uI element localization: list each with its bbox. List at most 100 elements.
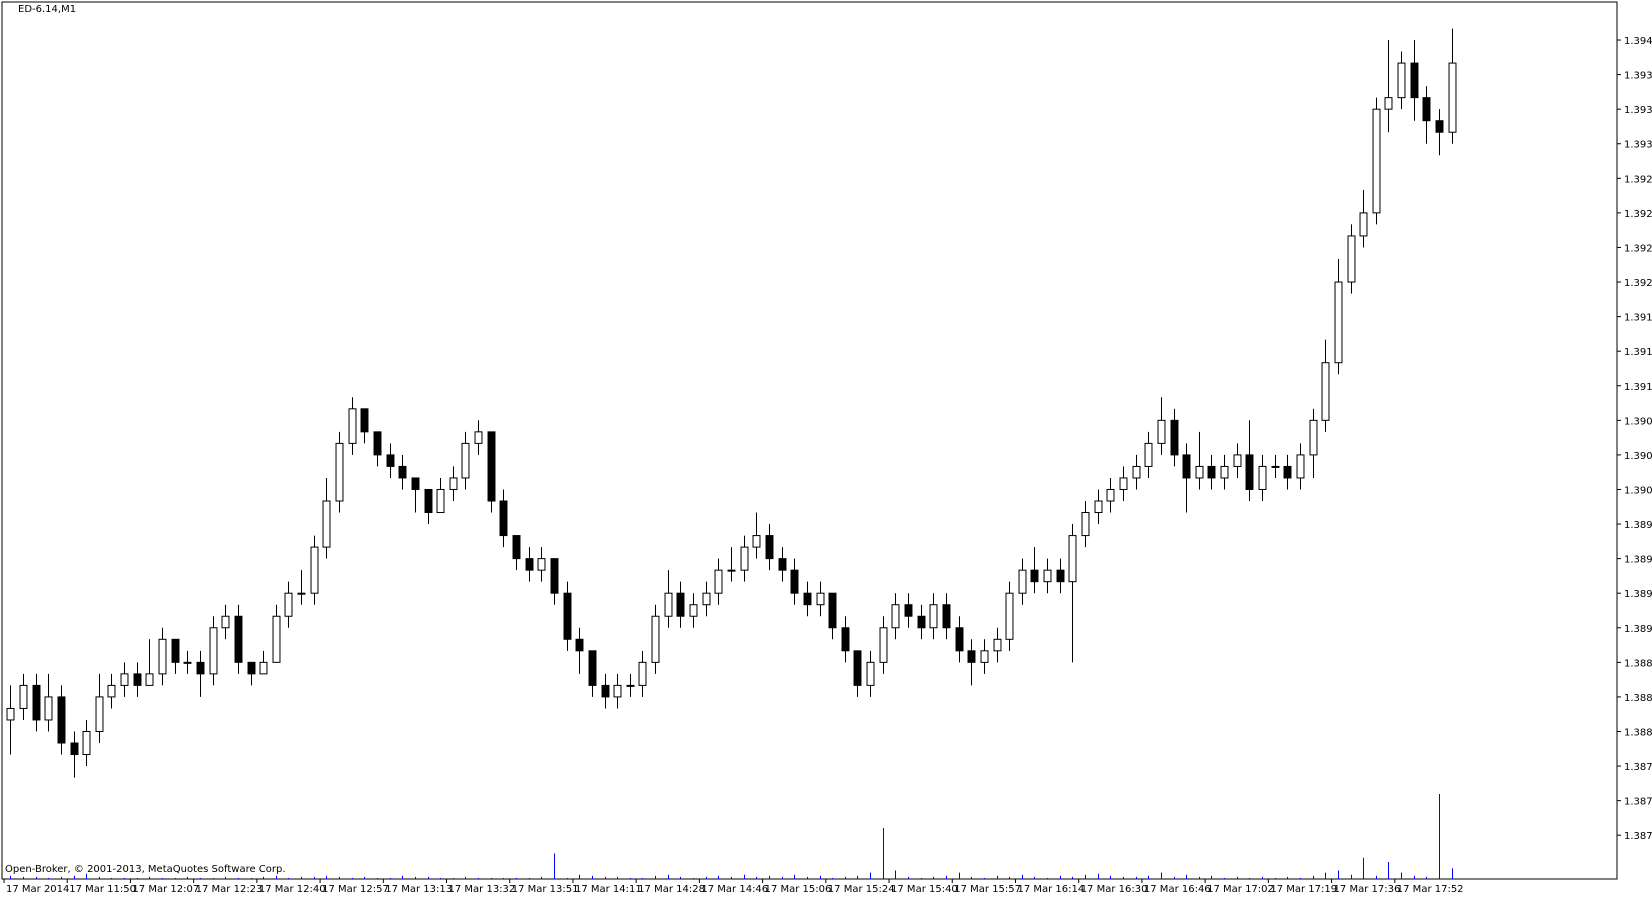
candle-body	[1170, 419, 1179, 456]
y-tick-label: 1.3875	[1624, 797, 1652, 808]
candle-body	[247, 661, 256, 675]
candle-body	[1258, 465, 1267, 490]
candle-body	[1144, 442, 1153, 467]
candle-body	[1207, 465, 1216, 479]
x-tick-label: 17 Mar 16:14	[1017, 884, 1084, 895]
candle-body	[702, 592, 711, 606]
candle-body	[1334, 281, 1343, 364]
candle-body	[1372, 108, 1381, 214]
candle-body	[70, 742, 79, 756]
candle-body	[1283, 465, 1292, 479]
candle-body	[1271, 465, 1280, 468]
candle-body	[664, 592, 673, 617]
candle-body	[1321, 362, 1330, 421]
candle-body	[335, 442, 344, 502]
x-tick-label: 17 Mar 11:50	[69, 884, 136, 895]
candle-body	[1068, 535, 1077, 583]
candle-body	[1094, 500, 1103, 514]
x-tick-label: 17 Mar 15:57	[954, 884, 1021, 895]
candle-body	[449, 477, 458, 490]
candle-body	[550, 558, 559, 594]
candle-body	[360, 408, 369, 433]
candle-body	[588, 650, 597, 686]
candle-body	[1132, 465, 1141, 479]
candle-body	[398, 465, 407, 479]
candle-body	[512, 535, 521, 560]
y-tick-label: 1.3935	[1624, 105, 1652, 116]
y-tick-label: 1.3884	[1624, 693, 1652, 704]
candle-body	[790, 569, 799, 594]
candle-body	[803, 592, 812, 606]
candle-body	[284, 592, 293, 617]
candle-body	[575, 638, 584, 652]
y-tick-label: 1.3932	[1624, 140, 1652, 151]
y-tick-label: 1.3896	[1624, 555, 1652, 566]
candle-body	[1157, 419, 1166, 444]
candle-body	[57, 696, 66, 744]
candle-body	[272, 615, 281, 663]
candle-body	[120, 673, 129, 686]
candle-body	[955, 627, 964, 652]
candle-body	[676, 592, 685, 617]
x-tick-label: 17 Mar 13:32	[449, 884, 516, 895]
candle-body	[853, 650, 862, 686]
x-tick-label: 17 Mar 12:57	[322, 884, 389, 895]
candle-body	[525, 558, 534, 571]
candle-body	[841, 627, 850, 652]
candle-body	[537, 558, 546, 571]
y-tick-label: 1.3926	[1624, 209, 1652, 220]
candle-body	[1435, 120, 1444, 133]
candle-body	[563, 592, 572, 640]
y-tick-label: 1.3893	[1624, 589, 1652, 600]
candle-body	[993, 638, 1002, 652]
y-tick-label: 1.3917	[1624, 313, 1652, 324]
candle-body	[613, 684, 622, 698]
x-tick-label: 17 Mar 17:02	[1207, 884, 1274, 895]
candle-body	[1233, 454, 1242, 467]
candle-body	[44, 696, 53, 721]
candle-body	[373, 431, 382, 456]
candle-body	[259, 661, 268, 675]
y-tick-label: 1.3878	[1624, 762, 1652, 773]
candle-body	[1005, 592, 1014, 640]
x-tick-label: 17 Mar 15:40	[891, 884, 958, 895]
candle-body	[740, 546, 749, 571]
x-tick-label: 17 Mar 14:46	[701, 884, 768, 895]
candle-body	[1422, 97, 1431, 122]
candle-body	[411, 477, 420, 490]
candle-body	[487, 431, 496, 502]
y-tick-label: 1.3923	[1624, 243, 1652, 254]
candle-body	[891, 604, 900, 629]
candle-body	[1182, 454, 1191, 479]
candle-body	[917, 615, 926, 629]
x-tick-label: 17 Mar 12:07	[132, 884, 199, 895]
x-tick-label: 17 Mar 12:23	[196, 884, 263, 895]
candle-body	[1081, 512, 1090, 537]
candle-body	[626, 684, 635, 687]
candle-body	[1397, 62, 1406, 99]
candle-body	[1410, 62, 1419, 99]
y-tick-label: 1.3872	[1624, 831, 1652, 842]
candle-body	[1347, 235, 1356, 283]
candle-body	[1195, 465, 1204, 479]
candle-body	[714, 569, 723, 594]
candle-body	[297, 592, 306, 595]
y-tick-label: 1.3905	[1624, 451, 1652, 462]
candle-body	[107, 684, 116, 698]
copyright: Open-Broker, © 2001-2013, MetaQuotes Sof…	[5, 864, 286, 875]
candle-body	[386, 454, 395, 467]
candle-body	[82, 730, 91, 756]
y-tick-label: 1.3929	[1624, 174, 1652, 185]
y-tick-label: 1.3899	[1624, 520, 1652, 531]
candle-body	[1296, 454, 1305, 479]
candle-body	[765, 535, 774, 560]
plot-frame	[1, 1, 1618, 880]
candle-body	[322, 500, 331, 548]
candle-body	[1309, 419, 1318, 456]
y-tick-label: 1.3914	[1624, 347, 1652, 358]
candle-body	[601, 684, 610, 698]
candle-body	[19, 684, 28, 709]
